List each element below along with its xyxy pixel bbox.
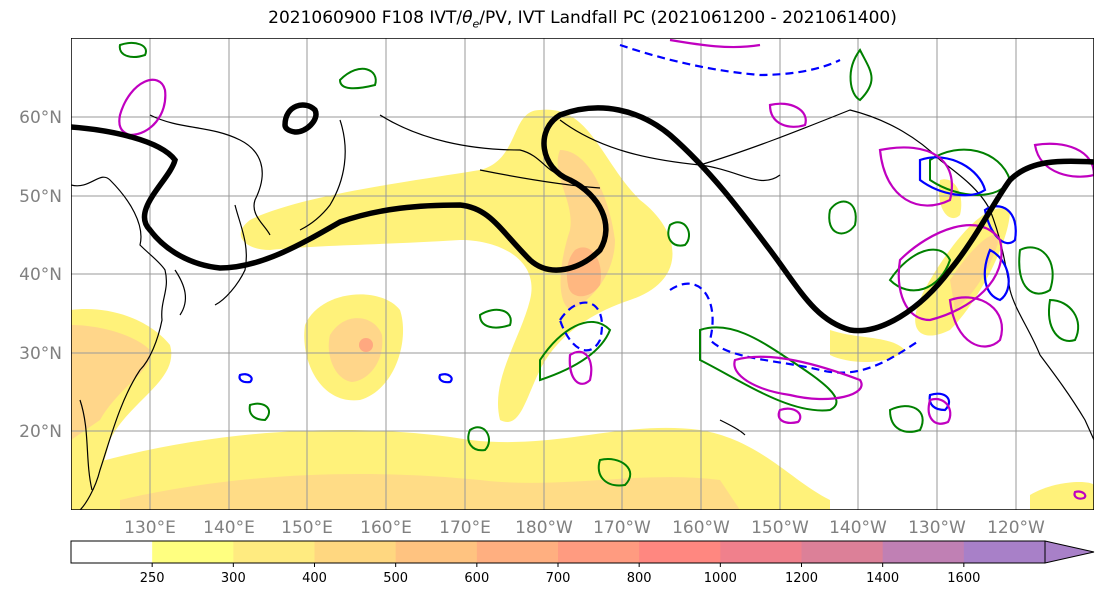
colorbar-swatch-11 [963, 541, 1046, 563]
colorbar-label-1200: 1200 [785, 571, 818, 586]
ivt-region-central-core [359, 338, 373, 352]
coast-aleutians [479, 169, 601, 189]
colorbar-label-800: 800 [627, 571, 652, 586]
colorbar-labels: 250 300 400 500 600 700 800 1000 1200 1400 1600 [140, 563, 980, 586]
lon-label-160e: 160°E [360, 518, 412, 538]
map-title: 2021060900 F108 IVT/θe/PV, IVT Landfall … [268, 8, 897, 31]
colorbar-label-300: 300 [221, 571, 246, 586]
pv-main-line [71, 105, 1094, 334]
colorbar-label-250: 250 [140, 571, 165, 586]
colorbar-label-400: 400 [302, 571, 327, 586]
pv-small-loop [282, 102, 319, 135]
ivt-region-east-band-inner [950, 234, 1000, 310]
colorbar-swatch-4 [395, 541, 478, 563]
colorbar-swatches [71, 541, 1046, 563]
colorbar-swatch-2 [233, 541, 315, 563]
coast-mexico [1039, 354, 1094, 441]
pv-magenta-contours [118, 38, 1094, 500]
lon-label-140w: 140°W [829, 518, 887, 538]
lon-label-180w: 180°W [515, 518, 573, 538]
coast-philippines [79, 399, 93, 491]
coast-korea [174, 269, 187, 316]
lon-label-120w: 120°W [987, 518, 1045, 538]
colorbar-swatch-9 [801, 541, 884, 563]
colorbar: 250 300 400 500 600 700 800 1000 1200 1400 1600 [70, 540, 1095, 586]
pv-black-contour [71, 102, 1094, 334]
coast-siberia [149, 114, 271, 236]
coast-alaska-south [699, 109, 941, 166]
lon-label-150w: 150°W [751, 518, 809, 538]
lon-label-170w: 170°W [593, 518, 651, 538]
lat-label-30n: 30°N [19, 344, 62, 364]
lat-label-40n: 40°N [19, 265, 62, 285]
coast-hawaii [719, 419, 746, 436]
theta-e-contours [118, 42, 1080, 487]
ivt-shading [71, 109, 1094, 510]
lat-label-50n: 50°N [19, 187, 62, 207]
lat-label-20n: 20°N [19, 422, 62, 442]
lon-label-130e: 130°E [124, 518, 176, 538]
colorbar-swatch-10 [882, 541, 965, 563]
colorbar-label-1000: 1000 [704, 571, 737, 586]
lon-label-160w: 160°W [672, 518, 730, 538]
colorbar-swatch-8 [720, 541, 802, 563]
coast-asia [71, 176, 167, 510]
ivt-region-bottom-band-inner [120, 474, 740, 510]
gridlines [71, 38, 1094, 510]
colorbar-swatch-7 [639, 541, 721, 563]
colorbar-label-1600: 1600 [947, 571, 980, 586]
lon-label-130w: 130°W [908, 518, 966, 538]
colorbar-label-1400: 1400 [866, 571, 899, 586]
ivt-region-midlat-east [830, 330, 905, 362]
colorbar-swatch-3 [314, 541, 397, 563]
colorbar-label-600: 600 [464, 571, 489, 586]
coast-japan [214, 204, 247, 306]
ivt-region-southeast [1030, 482, 1094, 510]
ivt-region-central-blob-inner [328, 318, 383, 382]
colorbar-swatch-6 [558, 541, 640, 563]
coast-kamchatka [299, 119, 346, 231]
lat-label-60n: 60°N [19, 108, 62, 128]
lat-labels: 60°N 50°N 40°N 30°N 20°N [19, 108, 62, 442]
ivt-region-west-coast-inner [71, 325, 151, 440]
blue-contours [238, 43, 1017, 412]
map-area[interactable] [71, 38, 1094, 510]
colorbar-label-700: 700 [546, 571, 571, 586]
lon-label-170e: 170°E [439, 518, 491, 538]
lon-label-150e: 150°E [281, 518, 333, 538]
lon-label-140e: 140°E [203, 518, 255, 538]
colorbar-swatch-5 [476, 541, 559, 563]
colorbar-swatch-1 [152, 541, 234, 563]
coast-bering [379, 114, 561, 176]
lon-labels: 130°E 140°E 150°E 160°E 170°E 180°W 170°… [124, 518, 1045, 538]
colorbar-swatch-0 [71, 541, 153, 563]
coastlines [71, 109, 1094, 510]
coast-alaska-west [559, 119, 781, 181]
colorbar-extend-arrow [1044, 540, 1095, 564]
colorbar-label-500: 500 [383, 571, 408, 586]
